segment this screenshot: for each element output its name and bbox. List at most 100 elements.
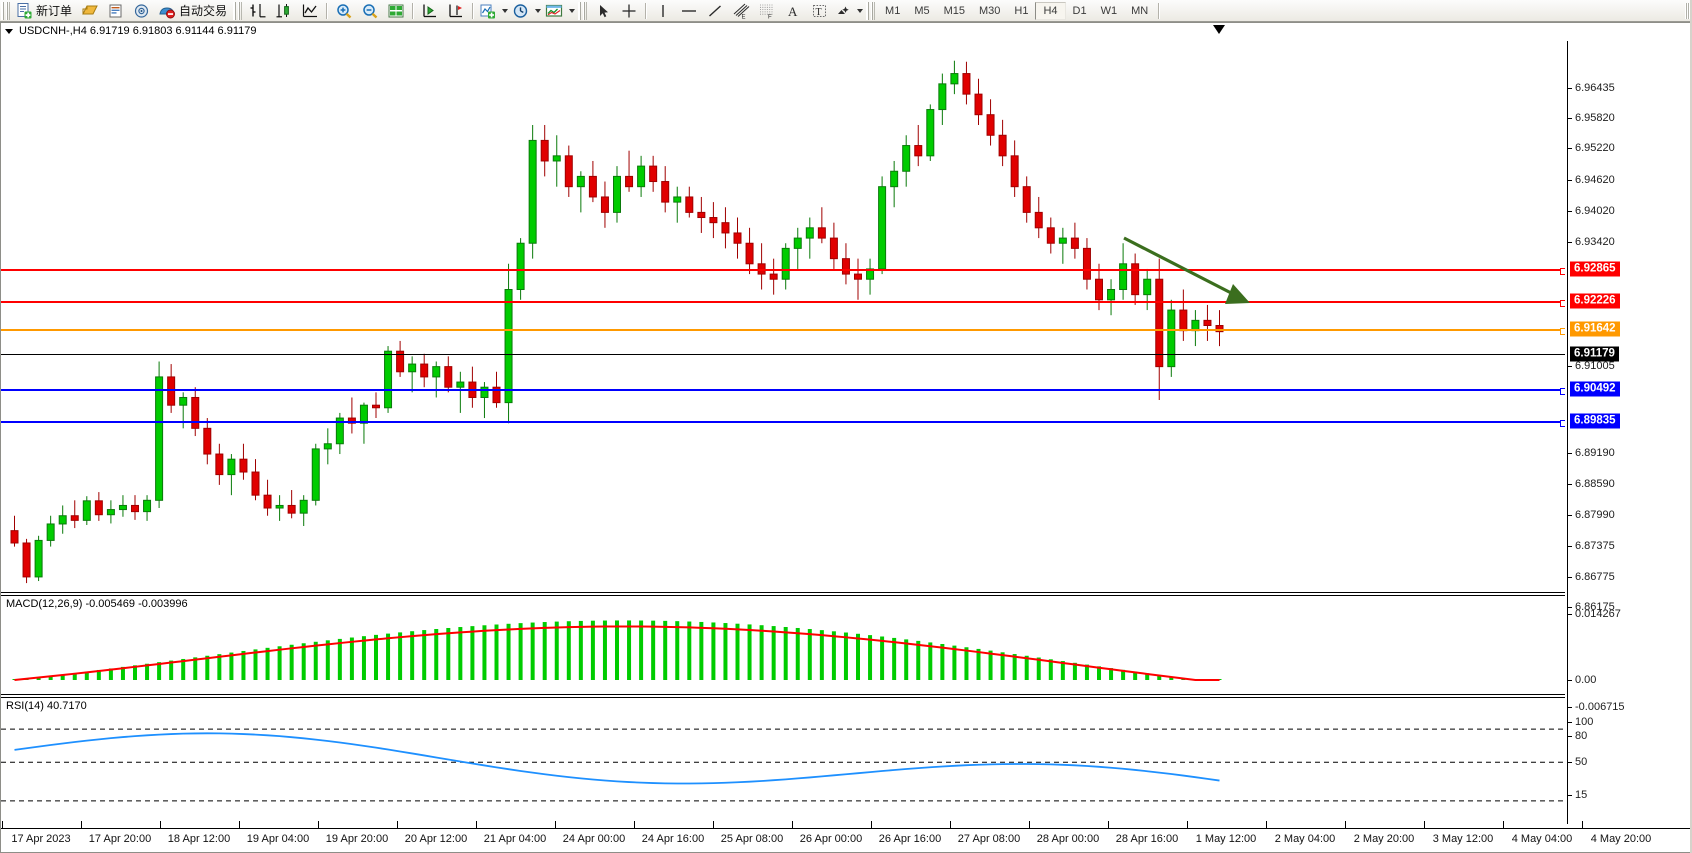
equidistant-channel-tool[interactable]: E (728, 1, 754, 21)
time-axis[interactable]: 17 Apr 2023 17 Apr 20:00 18 Apr 12:00 19 Ap… (1, 821, 1691, 852)
support-line-2[interactable] (1, 420, 1565, 427)
time-tick: 26 Apr 16:00 (878, 833, 942, 845)
line-handle[interactable] (1560, 420, 1565, 427)
macd-histogram-bar (976, 648, 981, 680)
current-price-line (1, 354, 1565, 355)
auto-trading-button[interactable]: 自动交易 (155, 1, 232, 21)
line-handle[interactable] (1560, 268, 1565, 275)
macd-histogram-bar (1145, 673, 1150, 680)
chart-shift-button[interactable] (443, 1, 469, 21)
pivot-label[interactable]: 6.91642 (1570, 321, 1620, 337)
text-tool[interactable]: A (780, 1, 806, 21)
templates-button[interactable] (543, 1, 577, 21)
candle-body (637, 165, 646, 188)
macd-histogram-bar (48, 675, 53, 680)
toolbar-grip-4[interactable] (866, 1, 876, 20)
time-tick: 26 Apr 00:00 (799, 833, 863, 845)
candle-body (600, 196, 609, 213)
timeframe-mn[interactable]: MN (1131, 4, 1149, 17)
price-plot-area[interactable]: MACD(12,26,9) -0.005469 -0.003996 RSI(14… (1, 41, 1565, 824)
text-label-tool[interactable]: T (806, 1, 832, 21)
candle-body (552, 155, 561, 162)
toolbar-grip[interactable] (1, 1, 10, 20)
timeframe-m30[interactable]: M30 (979, 4, 1001, 17)
line-handle[interactable] (1560, 328, 1565, 335)
support-line-1[interactable] (1, 388, 1565, 395)
vertical-line-tool[interactable] (650, 1, 676, 21)
macd-histogram-bar (410, 631, 415, 680)
price-tick: 6.87375 (1568, 540, 1615, 552)
chart-window[interactable]: USDCNH-,H4 6.91719 6.91803 6.91144 6.911… (0, 22, 1692, 853)
macd-histogram-bar (880, 636, 885, 680)
support-1-label[interactable]: 6.90492 (1570, 381, 1620, 397)
chevron-down-icon-2[interactable] (535, 8, 542, 13)
line-handle[interactable] (1560, 388, 1565, 395)
svg-text:F: F (768, 15, 772, 20)
tile-windows-button[interactable] (383, 1, 409, 21)
pivot-line[interactable] (1, 328, 1565, 335)
chevron-down-icon-3[interactable] (569, 8, 576, 13)
time-tick-separator (1108, 821, 1109, 829)
time-tick: 4 May 20:00 (1590, 833, 1652, 845)
chevron-down-icon[interactable] (502, 8, 509, 13)
timeframe-h4[interactable]: H4 (1035, 1, 1066, 20)
macd-histogram-bar (892, 637, 897, 680)
line-handle[interactable] (1560, 300, 1565, 307)
candlestick-chart-button[interactable] (271, 1, 297, 21)
candle-body (131, 504, 139, 513)
indicators-button[interactable] (477, 1, 510, 21)
data-window-button[interactable] (103, 1, 129, 21)
line-chart-button[interactable] (297, 1, 323, 21)
fibonacci-retracement-tool[interactable]: F (754, 1, 780, 21)
resistance-1-label[interactable]: 6.92865 (1570, 261, 1620, 277)
toolbar-separator (326, 2, 329, 19)
cursor-tool[interactable] (590, 1, 616, 21)
timeframe-h1[interactable]: H1 (1014, 4, 1029, 17)
toolbar-grip-3[interactable] (578, 1, 588, 20)
time-tick-separator (792, 821, 793, 829)
time-tick-separator (1266, 821, 1267, 829)
trendline-tool[interactable] (702, 1, 728, 21)
crosshair-tool[interactable] (616, 1, 642, 21)
timeframe-m15[interactable]: M15 (943, 4, 965, 17)
candle-body (82, 500, 91, 521)
shapes-tool[interactable] (832, 1, 865, 21)
time-tick-separator (81, 821, 82, 829)
candle-body (781, 247, 790, 280)
toolbar-grip-2[interactable] (233, 1, 243, 20)
support-2-label[interactable]: 6.89835 (1570, 413, 1620, 429)
chevron-down-icon-4[interactable] (857, 8, 864, 13)
timeframe-m1[interactable]: M1 (885, 4, 901, 17)
zoom-out-button[interactable] (357, 1, 383, 21)
candle-body (480, 386, 489, 398)
price-axis[interactable]: 6.96435 6.95820 6.95220 6.94620 6.94020 6.934… (1567, 41, 1691, 824)
macd-histogram-bar (253, 649, 258, 680)
candle-body (673, 196, 682, 203)
auto-scroll-button[interactable] (417, 1, 443, 21)
time-tick: 2 May 04:00 (1274, 833, 1336, 845)
chart-shift-marker-icon[interactable] (1213, 25, 1225, 35)
horizontal-line-tool[interactable] (676, 1, 702, 21)
candle-body (408, 363, 417, 373)
resistance-line-2[interactable] (1, 300, 1565, 307)
periods-button[interactable] (510, 1, 543, 21)
expert-advisors-button[interactable] (77, 1, 103, 21)
time-tick: 4 May 04:00 (1511, 833, 1573, 845)
navigator-button[interactable] (129, 1, 155, 21)
timeframe-m5[interactable]: M5 (914, 4, 930, 17)
macd-histogram-bar (422, 630, 427, 680)
resistance-2-label[interactable]: 6.92226 (1570, 293, 1620, 309)
timeframe-w1[interactable]: W1 (1100, 4, 1118, 17)
current-price-label[interactable]: 6.91179 (1570, 346, 1619, 362)
chart-menu-triangle-icon[interactable] (5, 28, 13, 34)
macd-histogram-bar (313, 641, 318, 680)
price-tick: 6.95220 (1568, 142, 1615, 154)
new-order-button[interactable]: 新订单 (13, 1, 77, 21)
toolbar-end-grip[interactable] (1685, 2, 1690, 19)
bar-chart-button[interactable] (245, 1, 271, 21)
zoom-in-button[interactable] (331, 1, 357, 21)
timeframe-d1[interactable]: D1 (1072, 4, 1087, 17)
macd-histogram-bar (916, 640, 921, 680)
resistance-line-1[interactable] (1, 268, 1565, 275)
candle-body (986, 114, 995, 136)
